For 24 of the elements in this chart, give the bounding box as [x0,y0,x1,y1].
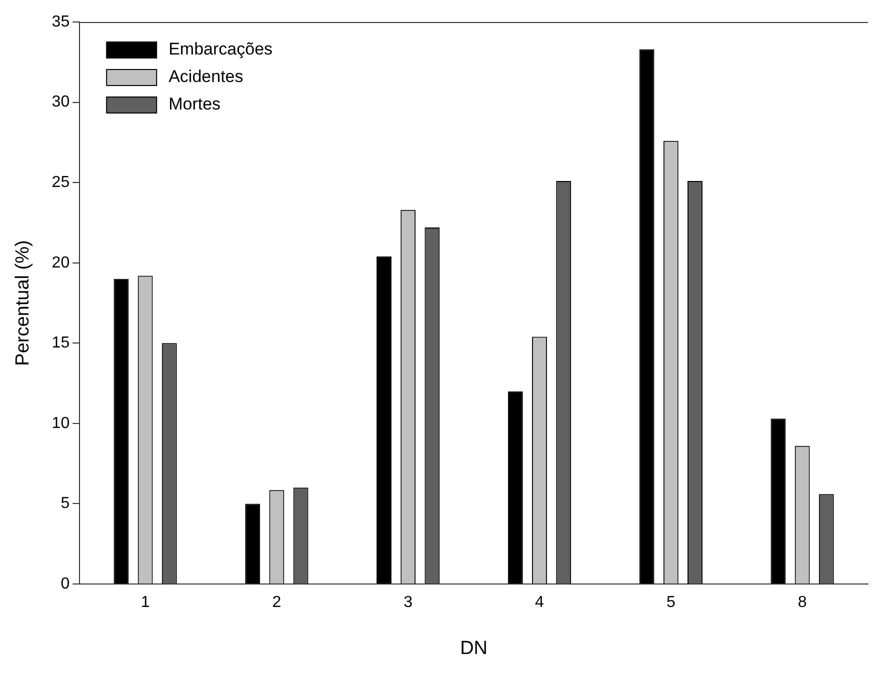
bar [376,256,392,584]
y-tick-label: 0 [60,575,70,592]
x-tick-label: 1 [140,594,150,612]
y-tick-label: 25 [52,174,70,191]
y-tick-label: 15 [52,334,70,352]
x-tick-label: 4 [535,594,544,612]
y-tick-label: 20 [52,254,70,272]
legend-label: Mortes [168,94,221,114]
legend-label: Embarcações [168,40,273,59]
bar [639,49,654,584]
bar [508,391,523,584]
x-tick-label: 3 [404,594,413,612]
bar [245,504,260,584]
bar [770,418,786,584]
x-axis-title: DN [460,638,488,659]
y-axis-title: Percentual (%) [12,240,34,366]
y-tick-label: 35 [52,13,70,30]
y-tick-label: 10 [52,414,70,432]
x-tick-label: 5 [666,594,676,612]
y-tick-label: 5 [60,495,70,512]
legend-label: Acidentes [168,67,244,86]
x-tick-label: 8 [798,594,807,612]
x-tick-label: 2 [272,594,282,612]
y-tick-label: 30 [52,94,70,111]
